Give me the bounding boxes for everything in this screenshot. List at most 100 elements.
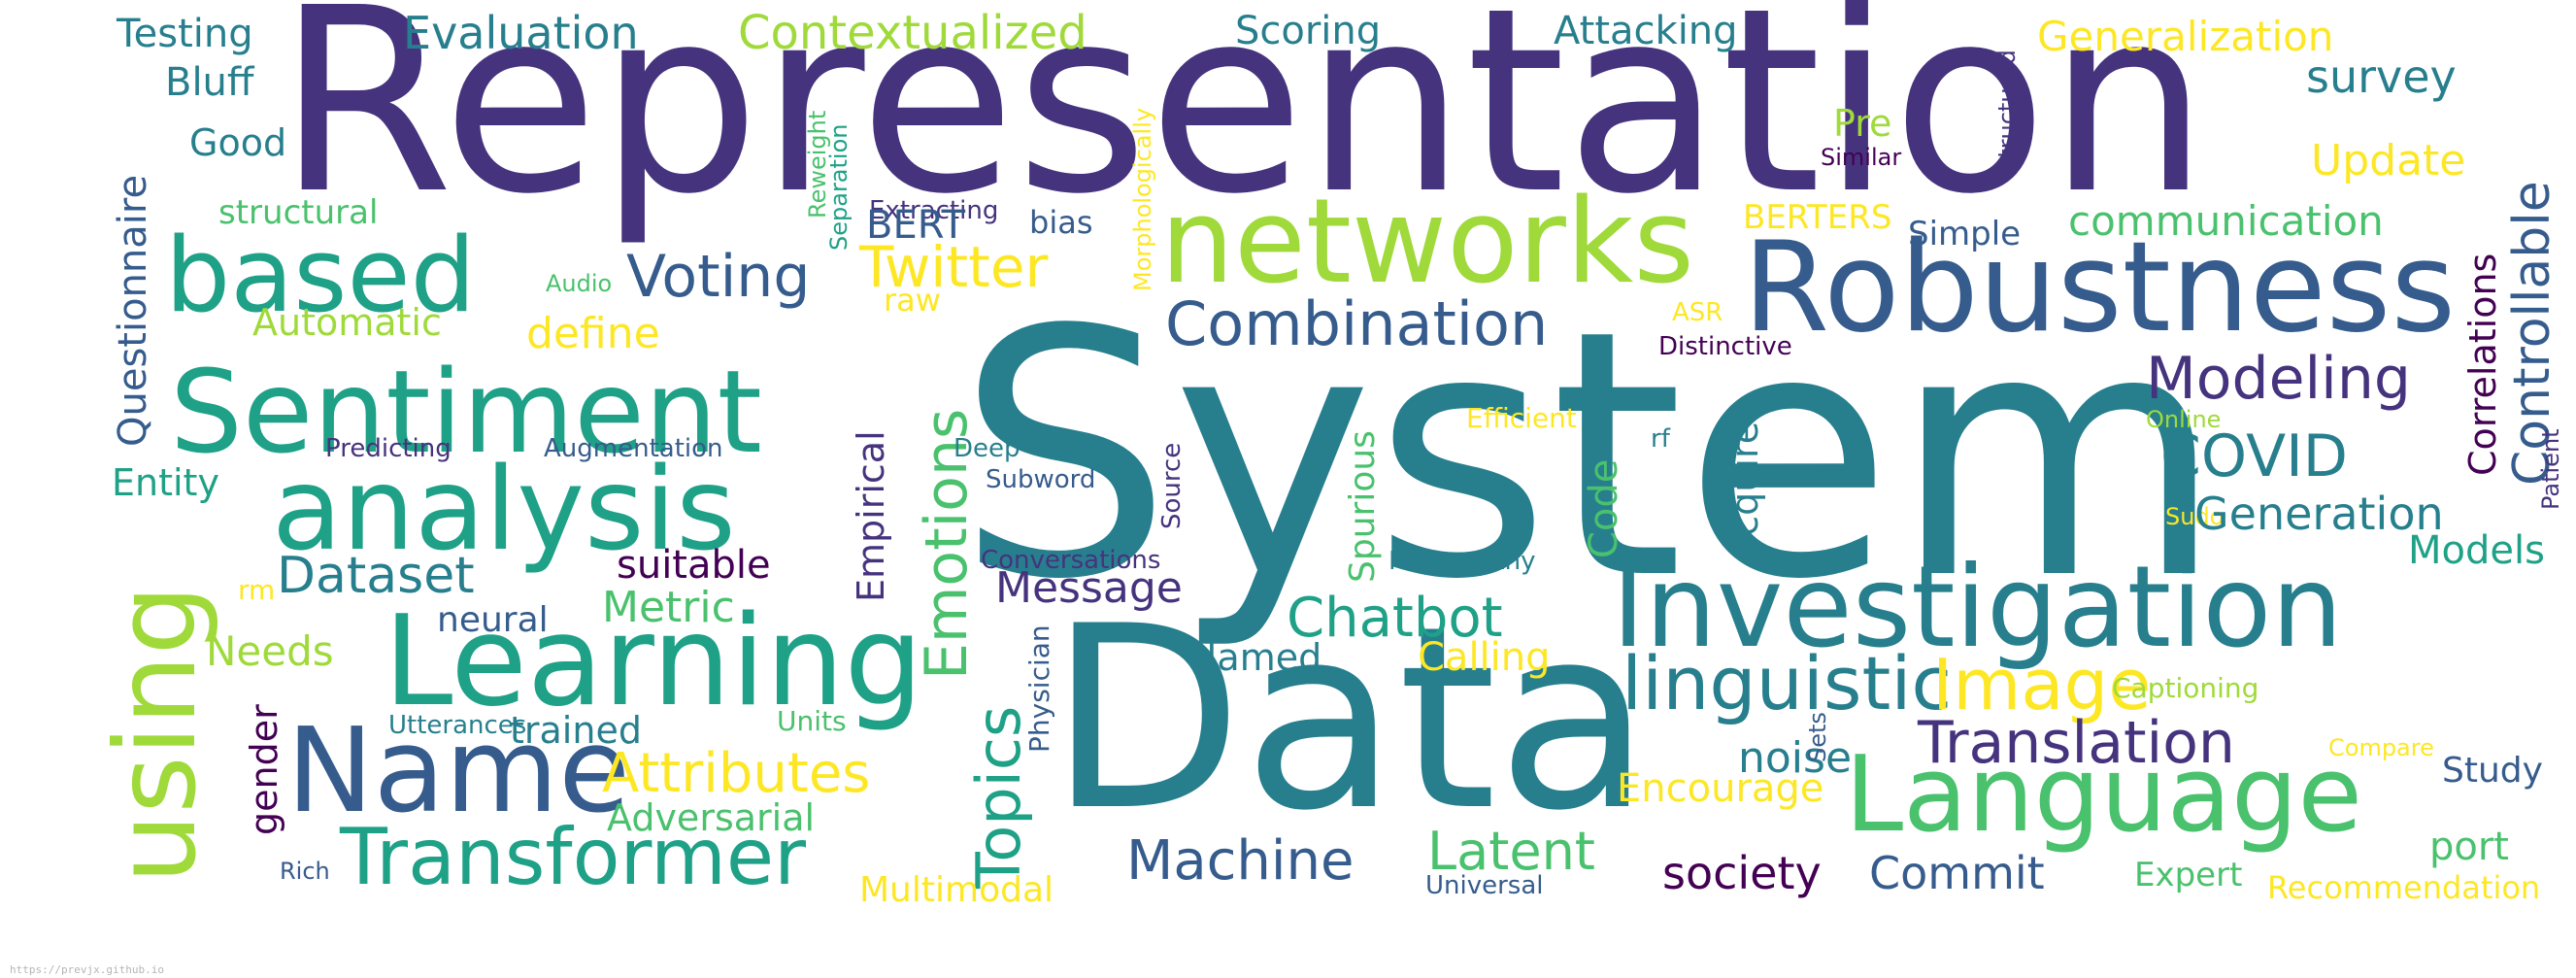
word-bert: BERT <box>866 203 966 248</box>
word-update: Update <box>2311 136 2465 185</box>
word-efficient: Efficient <box>1466 402 1577 434</box>
word-attributes: Attributes <box>602 742 870 805</box>
word-society: society <box>1662 847 1822 899</box>
word-communication: communication <box>2068 197 2384 245</box>
word-reweight: Reweight <box>804 111 831 219</box>
word-system: System <box>956 257 2224 654</box>
word-rich: Rich <box>280 858 330 885</box>
word-predicting: Predicting <box>325 434 452 463</box>
word-separation: Separation <box>825 124 853 252</box>
word-latent: Latent <box>1427 821 1595 882</box>
word-port: port <box>2429 825 2509 869</box>
word-testing: Testing <box>116 12 253 56</box>
word-expert: Expert <box>2134 856 2242 894</box>
word-contextualized: Contextualized <box>738 6 1087 60</box>
word-audio: Audio <box>546 270 612 297</box>
word-units: Units <box>777 705 847 737</box>
word-conversations: Conversations <box>981 546 1160 575</box>
word-utterances: Utterances <box>388 711 526 740</box>
word-augmentation: Augmentation <box>544 434 723 463</box>
word-berters: BERTERS <box>1743 198 1891 237</box>
word-online: Online <box>2146 406 2221 433</box>
word-transformer: Transformer <box>339 812 806 902</box>
word-recommendation: Recommendation <box>2267 869 2540 906</box>
word-networks: networks <box>1160 175 1694 310</box>
word-good: Good <box>189 121 286 164</box>
word-survey: survey <box>2306 51 2457 103</box>
word-based: based <box>165 216 476 335</box>
word-define: define <box>526 309 660 358</box>
word-machine: Machine <box>1126 829 1354 893</box>
word-language: Language <box>1845 734 2362 856</box>
word-raw: raw <box>884 282 941 319</box>
word-attacking: Attacking <box>1554 9 1738 53</box>
word-commit: Commit <box>1869 847 2045 899</box>
word-gender: gender <box>243 704 285 835</box>
word-deep: Deep <box>953 434 1020 463</box>
word-voting: Voting <box>626 243 810 311</box>
word-twitter: Twitter <box>858 234 1049 300</box>
word-learning: Learning <box>384 590 923 734</box>
word-needs: Needs <box>206 627 334 675</box>
word-models: Models <box>2408 528 2545 573</box>
word-combination: Combination <box>1165 288 1548 359</box>
word-trained: trained <box>510 709 642 752</box>
word-topics: Topics <box>963 706 1034 890</box>
word-modeling: Modeling <box>2146 345 2411 413</box>
word-rm: rm <box>238 574 275 606</box>
word-image: Image <box>1932 644 2152 725</box>
word-automatic: Automatic <box>252 301 442 344</box>
word-named: Named <box>1189 636 1321 679</box>
word-generalization: Generalization <box>2037 13 2333 60</box>
word-sentiment: Sentiment <box>170 345 762 479</box>
word-questionnaire: Questionnaire <box>111 175 155 447</box>
word-captioning: Captioning <box>2112 672 2258 704</box>
credit-text: https://prevjx.github.io <box>10 963 164 976</box>
word-emotions: Emotions <box>913 409 981 680</box>
word-noteworthy: Noteworthy <box>1388 547 1535 576</box>
word-using: using <box>91 585 220 884</box>
word-covid: COVID <box>2160 422 2348 490</box>
word-patient: Patient <box>2537 428 2564 510</box>
word-calling: Calling <box>1418 635 1551 680</box>
word-investigation: Investigation <box>1612 542 2343 673</box>
word-rf: rf <box>1651 424 1671 454</box>
word-compare: Compare <box>2328 734 2434 761</box>
word-analysis: analysis <box>272 442 736 576</box>
word-code: Code <box>1582 459 1626 558</box>
word-bluff: Bluff <box>165 60 255 105</box>
word-metric: Metric <box>602 583 735 632</box>
word-morphologically: Morphologically <box>1129 108 1156 291</box>
word-representation: Representation <box>277 0 2209 250</box>
word-study: Study <box>2442 751 2543 791</box>
word-dataset: Dataset <box>277 547 475 605</box>
word-spurious: Spurious <box>1343 430 1383 583</box>
word-multimodal: Multimodal <box>859 870 1054 910</box>
word-distinctive: Distinctive <box>1658 332 1792 361</box>
word-data: Data <box>1049 573 1652 866</box>
word-empirical: Empirical <box>850 430 892 602</box>
word-source: Source <box>1157 443 1187 529</box>
word-subword: Subword <box>986 465 1095 494</box>
word-pre: Pre <box>1833 102 1891 145</box>
word-name: Name <box>286 704 630 839</box>
word-structured: Structured <box>1993 50 2021 173</box>
word-correlations: Correlations <box>2461 253 2504 476</box>
word-linguistic: linguistic <box>1622 640 1952 726</box>
word-sudo: Sudo <box>2165 503 2224 530</box>
word-sets: Sets <box>1804 712 1831 762</box>
word-chatbot: Chatbot <box>1287 587 1503 650</box>
word-acquire: acquire <box>1723 422 1766 558</box>
word-similar: Similar <box>1821 144 1901 171</box>
word-message: Message <box>995 563 1183 613</box>
word-structural: structural <box>218 193 378 232</box>
word-scoring: Scoring <box>1235 9 1381 53</box>
word-evaluation: Evaluation <box>403 7 639 59</box>
word-universal: Universal <box>1425 871 1544 900</box>
word-generation: Generation <box>2194 488 2444 540</box>
word-robustness: Robustness <box>1743 216 2456 360</box>
word-encourage: Encourage <box>1617 766 1823 811</box>
word-translation: Translation <box>1917 709 2235 777</box>
word-bias: bias <box>1029 204 1092 241</box>
